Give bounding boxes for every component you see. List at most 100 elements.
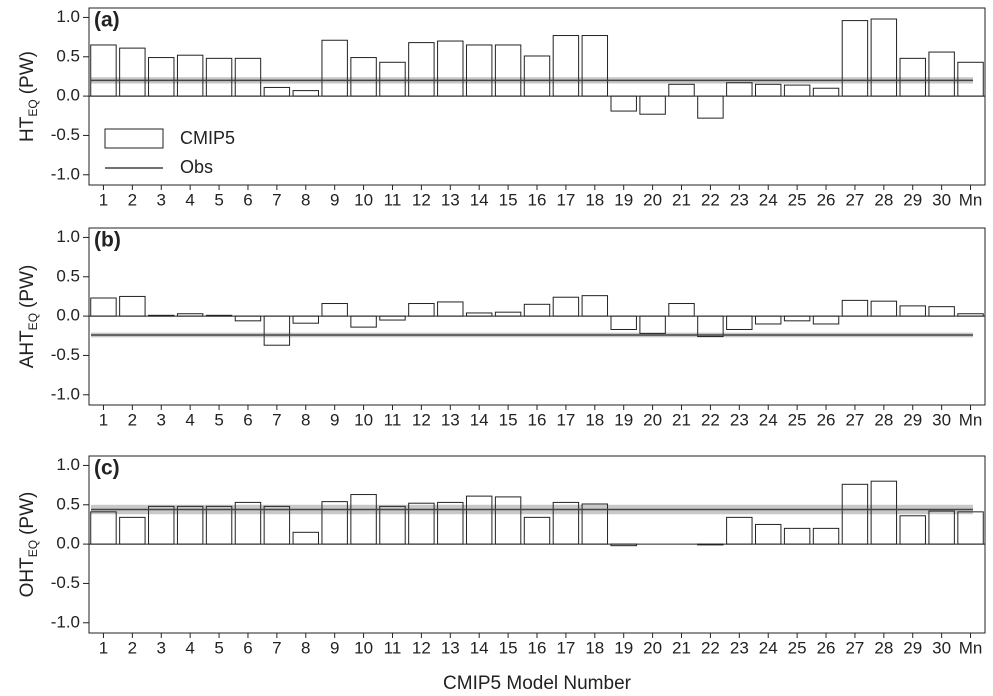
legend-label: CMIP5 <box>180 128 235 148</box>
x-tick-label: Mn <box>959 190 983 209</box>
bar <box>870 18 898 97</box>
bar <box>812 87 840 97</box>
y-label-unit: (PW) <box>17 492 38 535</box>
bar <box>408 502 435 545</box>
x-tick-label: 18 <box>585 410 604 429</box>
x-tick-label: 23 <box>730 410 749 429</box>
y-label-unit: (PW) <box>17 265 38 308</box>
y-tick-label: -1.0 <box>51 164 80 183</box>
bar <box>870 300 898 317</box>
x-tick-label: 1 <box>99 190 108 209</box>
bar <box>437 301 464 317</box>
bar <box>119 516 146 545</box>
bar <box>581 295 609 317</box>
bar <box>957 313 984 317</box>
x-tick-label: 24 <box>759 190 778 209</box>
x-tick-label: Mn <box>959 638 983 657</box>
y-axis-label: OHTEQ (PW) <box>17 492 40 598</box>
bar <box>292 90 319 97</box>
x-tick-label: 23 <box>730 190 749 209</box>
x-tick-label: 9 <box>330 638 339 657</box>
bar <box>465 495 493 545</box>
bar <box>755 315 782 325</box>
x-tick-label: 25 <box>788 638 807 657</box>
y-tick-label: 0.5 <box>56 46 80 65</box>
x-tick-label: 11 <box>384 190 402 209</box>
bar <box>523 55 551 97</box>
x-tick-label: 12 <box>412 410 431 429</box>
x-tick-label: 10 <box>354 410 373 429</box>
bar <box>350 315 377 328</box>
bar <box>494 311 522 317</box>
x-tick-label: 26 <box>817 410 836 429</box>
bar <box>726 82 753 97</box>
x-tick-label: 4 <box>185 190 194 209</box>
x-tick-label: 30 <box>932 190 951 209</box>
x-tick-label: 29 <box>903 638 922 657</box>
bar <box>870 480 898 545</box>
x-tick-label: 8 <box>301 638 310 657</box>
x-tick-label: 20 <box>643 410 662 429</box>
x-tick-label: 27 <box>845 190 864 209</box>
bar <box>899 305 926 317</box>
x-tick-label: 9 <box>330 410 339 429</box>
x-tick-label: 5 <box>214 410 223 429</box>
x-tick-label: 17 <box>556 190 575 209</box>
x-tick-label: 15 <box>499 410 518 429</box>
legend-label: Obs <box>180 157 213 177</box>
x-tick-label: 30 <box>932 638 951 657</box>
bar <box>437 501 464 545</box>
x-tick-label: 19 <box>614 190 633 209</box>
y-tick-label: 1.0 <box>56 455 80 474</box>
x-tick-label: 17 <box>556 638 575 657</box>
x-tick-label: 3 <box>157 410 166 429</box>
bar <box>292 315 319 324</box>
bar <box>523 516 551 545</box>
y-tick-label: 0.5 <box>56 494 80 513</box>
x-tick-label: 12 <box>412 190 431 209</box>
x-tick-label: 15 <box>499 190 518 209</box>
x-tick-label: 2 <box>128 410 137 429</box>
x-tick-label: 5 <box>214 638 223 657</box>
x-tick-label: 1 <box>99 410 108 429</box>
bar <box>610 95 637 112</box>
bar <box>148 505 175 545</box>
x-tick-label: 21 <box>672 638 691 657</box>
bar <box>697 315 724 338</box>
x-tick-label: 22 <box>701 410 720 429</box>
x-tick-label: 25 <box>788 190 807 209</box>
x-tick-label: 3 <box>157 638 166 657</box>
bar <box>176 505 204 545</box>
x-tick-label: 12 <box>412 638 431 657</box>
bar <box>899 515 926 545</box>
bar <box>234 501 262 545</box>
bar <box>726 315 753 330</box>
bar <box>321 303 348 317</box>
bar <box>755 523 782 545</box>
x-tick-label: 28 <box>874 638 893 657</box>
bar <box>321 501 348 545</box>
x-tick-label: 18 <box>585 190 604 209</box>
x-tick-label: 10 <box>354 638 373 657</box>
y-tick-label: -1.0 <box>51 612 80 631</box>
x-tick-label: 7 <box>272 190 281 209</box>
bar <box>552 296 580 317</box>
x-tick-label: Mn <box>959 410 983 429</box>
x-tick-label: 18 <box>585 638 604 657</box>
legend-swatch <box>104 128 164 149</box>
bar <box>610 315 637 330</box>
x-tick-label: 4 <box>185 410 194 429</box>
bar <box>205 57 233 97</box>
x-tick-label: 14 <box>470 410 489 429</box>
x-tick-label: 24 <box>759 410 778 429</box>
bar <box>494 44 522 97</box>
bar <box>581 503 609 545</box>
panel-label: (b) <box>94 229 121 252</box>
bar <box>263 505 291 545</box>
x-tick-label: 9 <box>330 190 339 209</box>
y-label-main: AHT <box>17 330 38 368</box>
bar <box>552 35 580 97</box>
y-tick-label: 1.0 <box>56 227 80 246</box>
bar <box>610 543 637 547</box>
bar <box>350 57 377 97</box>
